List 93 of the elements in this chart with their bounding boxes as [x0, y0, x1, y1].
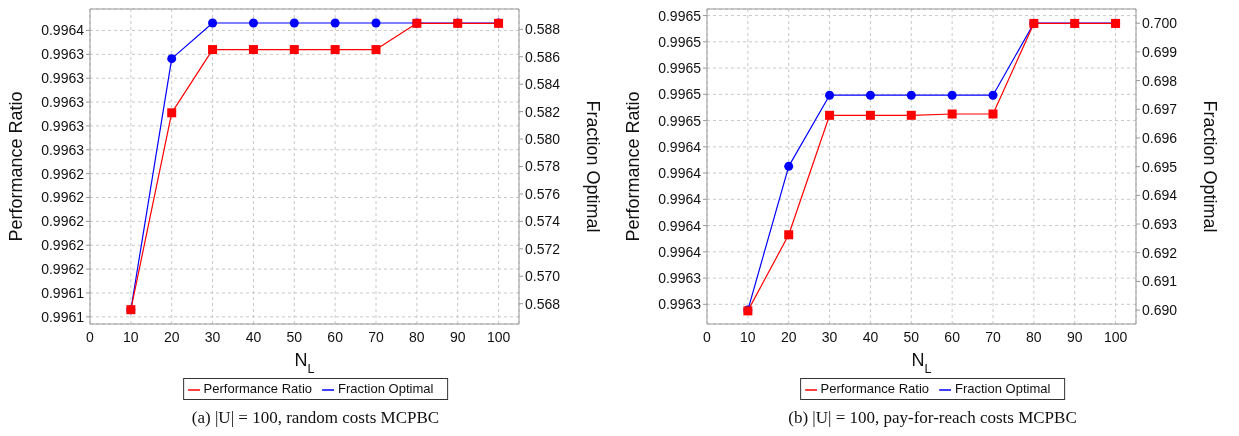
- y-tick-label: 0.9965: [658, 7, 702, 24]
- y2-tick-label: 0.700: [1142, 15, 1178, 32]
- point: [208, 45, 218, 55]
- y-tick-label: 0.9963: [658, 270, 702, 287]
- y-tick-label: 0.9963: [41, 117, 85, 134]
- x-tick-label: 90: [1066, 328, 1083, 345]
- y-axis-title: Performance Ratio: [623, 91, 644, 242]
- x-axis-title: N$_{L}$: [294, 350, 315, 376]
- y2-tick-label: 0.694: [1142, 187, 1178, 204]
- x-tick-label: 50: [286, 328, 303, 345]
- x-tick-label: 70: [985, 328, 1001, 345]
- y-tick-label: 0.9961: [41, 284, 85, 301]
- y2-tick-label: 0.588: [525, 21, 561, 38]
- x-tick-label: 20: [163, 328, 180, 345]
- y-tick-label: 0.9962: [41, 237, 85, 254]
- point: [784, 230, 794, 240]
- y-tick-label: 0.9963: [41, 46, 85, 63]
- y2-tick-label: 0.580: [525, 131, 561, 148]
- point: [371, 45, 381, 55]
- y2-tick-label: 0.572: [525, 240, 561, 257]
- legend-label: Fraction Optimal: [955, 381, 1051, 396]
- legend-label: Performance Ratio: [820, 381, 930, 396]
- x-tick-label: 60: [944, 328, 961, 345]
- x-tick-label: 10: [123, 328, 139, 345]
- x-tick-label: 80: [1026, 328, 1042, 345]
- y2-tick-label: 0.691: [1142, 273, 1178, 290]
- point: [289, 45, 299, 55]
- y-tick-label: 0.9965: [658, 112, 702, 129]
- y-tick-label: 0.9963: [41, 94, 85, 111]
- point: [248, 45, 258, 55]
- y-tick-label: 0.9962: [41, 189, 85, 206]
- y2-tick-label: 0.690: [1142, 302, 1178, 319]
- y-tick-label: 0.9964: [658, 217, 702, 234]
- x-tick-label: 70: [368, 328, 384, 345]
- x-tick-label: 20: [780, 328, 797, 345]
- point: [167, 108, 177, 118]
- y-tick-label: 0.9964: [658, 138, 702, 155]
- text: (a) |U| = 100, random costs MCPBC: [190, 408, 441, 428]
- x-tick-label: 40: [245, 328, 262, 345]
- x-tick-label: 0: [86, 328, 95, 345]
- y2-tick-label: 0.696: [1142, 129, 1178, 146]
- point: [988, 109, 998, 119]
- x-tick-label: 0: [703, 328, 712, 345]
- y-tick-label: 0.9965: [658, 60, 702, 77]
- text: (b) |U| = 100, pay-for-reach costs MCPBC: [787, 408, 1078, 428]
- y2-axis-title: Fraction Optimal: [1199, 100, 1220, 233]
- point: [330, 45, 340, 55]
- y-tick-label: 0.9962: [41, 213, 85, 230]
- y2-tick-label: 0.692: [1142, 244, 1178, 261]
- x-axis-title: N$_{L}$: [911, 350, 932, 376]
- x-tick-label: 100: [486, 328, 511, 345]
- x-tick-label: 30: [821, 328, 838, 345]
- point: [947, 109, 957, 119]
- x-tick-label: 30: [204, 328, 221, 345]
- y2-tick-label: 0.574: [525, 213, 561, 230]
- point: [865, 110, 875, 120]
- y-tick-label: 0.9964: [41, 22, 85, 39]
- y-axis-title: Performance Ratio: [6, 91, 27, 242]
- y2-tick-label: 0.582: [525, 103, 561, 120]
- y2-tick-label: 0.586: [525, 48, 561, 65]
- x-tick-label: 50: [903, 328, 920, 345]
- x-tick-label: 80: [409, 328, 425, 345]
- y-tick-label: 0.9964: [658, 165, 702, 182]
- y2-tick-label: 0.699: [1142, 43, 1178, 60]
- y-tick-label: 0.9965: [658, 86, 702, 103]
- x-tick-label: 90: [449, 328, 466, 345]
- y-tick-label: 0.9962: [41, 261, 85, 278]
- y2-tick-label: 0.568: [525, 295, 561, 312]
- legend-label: Fraction Optimal: [338, 381, 434, 396]
- y-tick-label: 0.9965: [658, 33, 702, 50]
- x-tick-label: 60: [327, 328, 344, 345]
- y2-axis-title: Fraction Optimal: [582, 100, 603, 233]
- y2-tick-label: 0.693: [1142, 216, 1178, 233]
- y-tick-label: 0.9964: [658, 243, 702, 260]
- y2-tick-label: 0.578: [525, 158, 561, 175]
- y-tick-label: 0.9962: [41, 165, 85, 182]
- y-tick-label: 0.9963: [41, 141, 85, 158]
- x-tick-label: 100: [1103, 328, 1128, 345]
- y2-tick-label: 0.576: [525, 185, 561, 202]
- y2-tick-label: 0.697: [1142, 101, 1178, 118]
- y-tick-label: 0.9963: [41, 70, 85, 87]
- y-tick-label: 0.9964: [658, 191, 702, 208]
- x-tick-label: 40: [862, 328, 879, 345]
- y2-tick-label: 0.570: [525, 268, 561, 285]
- y-tick-label: 0.9963: [658, 296, 702, 313]
- point: [906, 110, 916, 120]
- point: [825, 110, 835, 120]
- y-tick-label: 0.9961: [41, 308, 85, 325]
- x-tick-label: 10: [740, 328, 756, 345]
- y2-tick-label: 0.698: [1142, 72, 1178, 89]
- y2-tick-label: 0.695: [1142, 158, 1178, 175]
- y2-tick-label: 0.584: [525, 76, 561, 93]
- legend-label: Performance Ratio: [203, 381, 313, 396]
